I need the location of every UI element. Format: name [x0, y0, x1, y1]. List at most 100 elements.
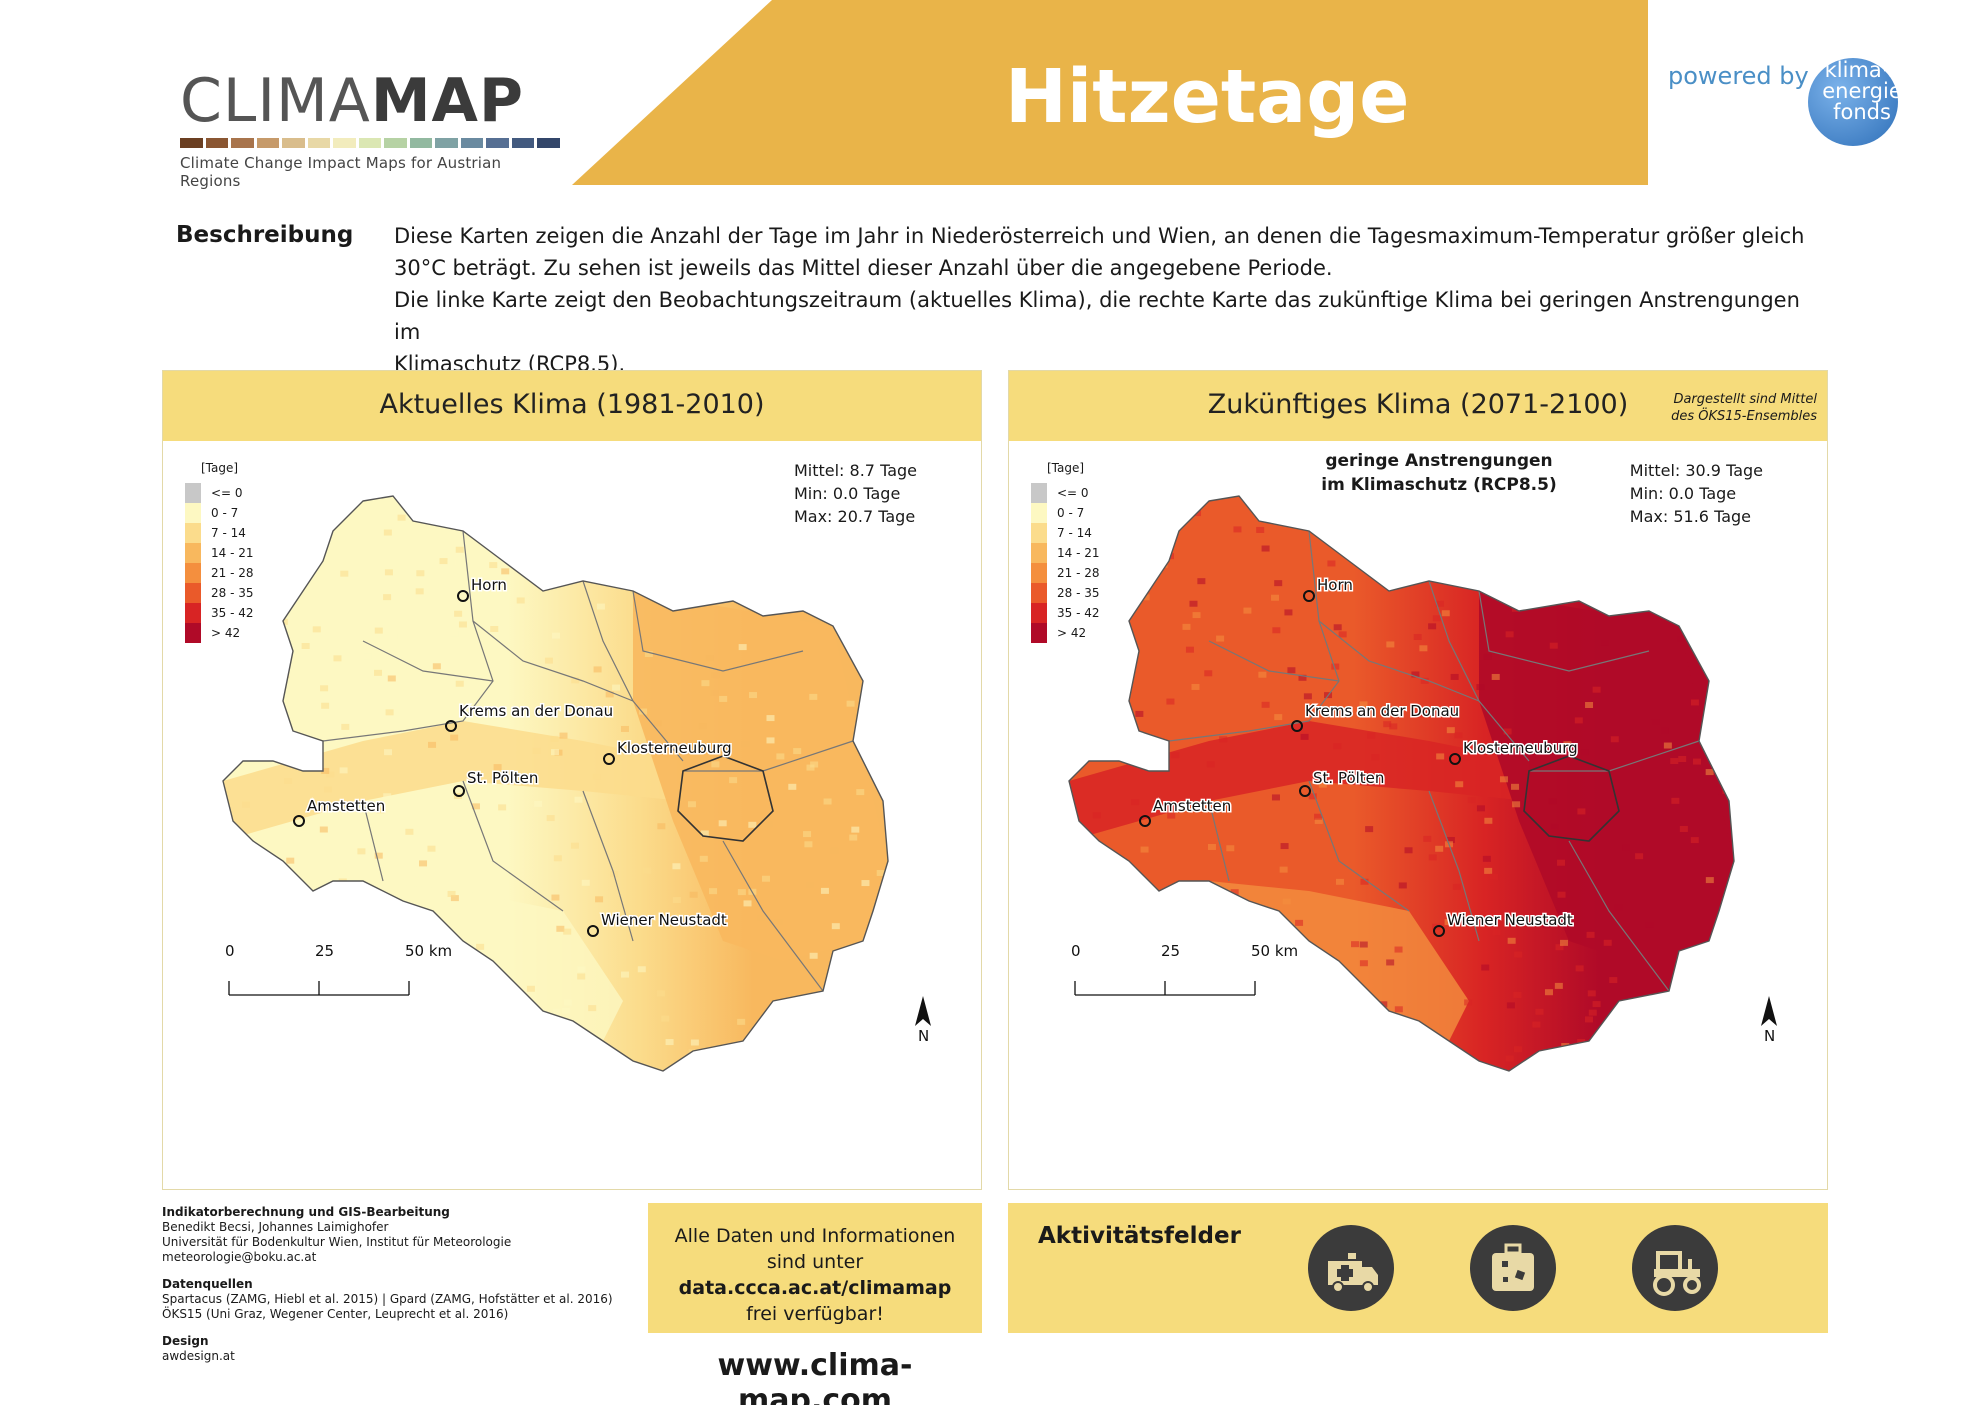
- raster-cell: [341, 723, 350, 730]
- raster-cell: [764, 821, 773, 828]
- raster-cell: [1344, 581, 1353, 588]
- tractor-icon[interactable]: [1632, 1225, 1718, 1311]
- raster-cell: [397, 514, 406, 521]
- north-arrow-icon: [1761, 996, 1777, 1026]
- legend-swatch: [185, 603, 201, 623]
- legend-swatch: [185, 543, 201, 563]
- raster-cell: [1398, 882, 1407, 889]
- raster-cell: [559, 732, 568, 739]
- raster-cell: [1282, 898, 1291, 905]
- ambulance-icon[interactable]: [1308, 1225, 1394, 1311]
- raster-cell: [1507, 937, 1516, 944]
- raster-cell: [1455, 781, 1464, 788]
- raster-cell: [339, 767, 348, 774]
- raster-cell: [320, 685, 329, 692]
- raster-cell: [1135, 710, 1144, 717]
- raster-cell: [665, 1039, 674, 1046]
- raster-cell: [374, 966, 383, 973]
- raster-cell: [1230, 889, 1239, 896]
- panel-header: Zukünftiges Klima (2071-2100) Dargestell…: [1009, 371, 1827, 441]
- raster-cell: [669, 595, 678, 602]
- scale-label: 0: [225, 942, 235, 960]
- raster-cell: [532, 747, 541, 754]
- raster-cell: [1243, 607, 1252, 614]
- legend-item: <= 0: [1031, 483, 1100, 503]
- raster-cell: [1359, 941, 1368, 948]
- raster-cell: [1356, 1021, 1365, 1028]
- raster-cell: [1705, 877, 1714, 884]
- raster-cell: [1327, 560, 1336, 567]
- raster-cell: [1271, 594, 1280, 601]
- raster-cell: [846, 700, 855, 707]
- raster-cell: [1324, 1014, 1333, 1021]
- raster-cell: [1484, 867, 1493, 874]
- raster-cell: [428, 741, 437, 748]
- data-portal-link[interactable]: data.ccca.ac.at/climamap: [678, 1277, 952, 1299]
- raster-cell: [1298, 674, 1307, 681]
- city-marker: [1299, 785, 1311, 797]
- raster-cell: [803, 831, 812, 838]
- raster-cell: [257, 707, 266, 714]
- legend-swatch: [1031, 583, 1047, 603]
- raster-cell: [869, 706, 878, 713]
- raster-cell: [1444, 919, 1453, 926]
- raster-cell: [710, 690, 719, 697]
- legend-item: > 42: [1031, 623, 1100, 643]
- legend-label: 21 - 28: [1057, 566, 1100, 580]
- raster-cell: [700, 830, 709, 837]
- raster-cell: [766, 715, 775, 722]
- district-border: [322, 620, 494, 742]
- legend-swatch: [185, 523, 201, 543]
- raster-cell: [284, 501, 293, 508]
- raster-cell: [851, 826, 860, 833]
- raster-cell: [496, 505, 505, 512]
- raster-cell: [1069, 974, 1078, 981]
- raster-cell: [1513, 1046, 1522, 1053]
- raster-cell: [224, 677, 233, 684]
- raster-cell: [415, 588, 424, 595]
- raster-cell: [480, 963, 489, 970]
- raster-cell: [830, 594, 839, 601]
- raster-cell: [1166, 698, 1175, 705]
- legend-item: 14 - 21: [1031, 543, 1100, 563]
- raster-cell: [861, 880, 870, 887]
- raster-cell: [875, 768, 884, 775]
- map-panel-future: Zukünftiges Klima (2071-2100) Dargestell…: [1008, 370, 1828, 1190]
- raster-cell: [1471, 552, 1480, 559]
- raster-cell: [620, 971, 629, 978]
- scale-label: 25: [315, 942, 334, 960]
- raster-cell: [1359, 960, 1368, 967]
- raster-cell: [823, 798, 832, 805]
- raster-cell: [1344, 994, 1353, 1001]
- raster-cell: [861, 997, 870, 1004]
- logo-bar-segment: [409, 138, 433, 148]
- raster-cell: [1479, 911, 1488, 918]
- raster-cell: [546, 815, 555, 822]
- legend-item: 28 - 35: [185, 583, 254, 603]
- state-outline: [222, 495, 889, 1072]
- raster-cell: [319, 1045, 328, 1052]
- raster-cell: [526, 985, 535, 992]
- legend-label: > 42: [1057, 626, 1087, 640]
- raster-cell: [644, 651, 653, 658]
- suitcase-icon[interactable]: [1470, 1225, 1556, 1311]
- raster-cell: [1110, 1039, 1119, 1046]
- raster-cell: [525, 503, 534, 510]
- raster-cell: [321, 767, 330, 774]
- district-border: [582, 790, 634, 942]
- raster-cell: [639, 552, 648, 559]
- raster-cell: [231, 919, 240, 926]
- legend-label: 7 - 14: [211, 526, 246, 540]
- raster-cell: [577, 973, 586, 980]
- raster-cell: [1274, 580, 1283, 587]
- website-link[interactable]: www.clima-map.com: [717, 1348, 913, 1405]
- raster-cell: [1548, 798, 1557, 805]
- raster-cell: [532, 571, 541, 578]
- design-credit-link[interactable]: awdesign.at: [162, 1349, 235, 1363]
- raster-cell: [582, 1055, 591, 1062]
- contact-email[interactable]: meteorologie@boku.ac.at: [162, 1250, 317, 1264]
- raster-cell: [1592, 686, 1601, 693]
- raster-cell: [1614, 904, 1623, 911]
- city-label: Krems an der Donau: [459, 702, 613, 720]
- city-label: Horn: [1317, 576, 1353, 594]
